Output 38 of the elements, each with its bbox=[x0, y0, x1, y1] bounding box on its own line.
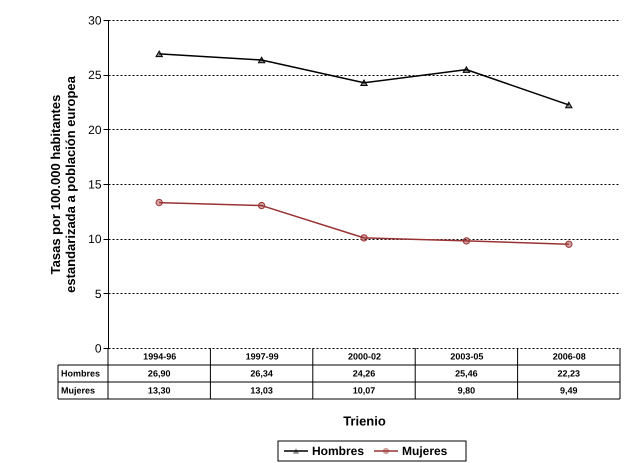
data-label: 9,49 bbox=[560, 386, 578, 396]
point bbox=[462, 66, 470, 73]
x-tick-label: 2000-02 bbox=[348, 352, 382, 362]
point bbox=[565, 240, 572, 248]
text: Hombres bbox=[61, 368, 100, 378]
y-tick-label: 0 bbox=[94, 342, 102, 356]
x-tick-label: 2003-05 bbox=[450, 352, 484, 362]
point bbox=[258, 56, 266, 64]
x-tick-label: 1994-96 bbox=[143, 352, 176, 362]
point bbox=[258, 202, 266, 210]
data-label: 26,34 bbox=[250, 368, 273, 378]
point bbox=[360, 234, 368, 242]
legend-label: Mujeres bbox=[402, 444, 448, 458]
data-label: 13,30 bbox=[148, 386, 170, 396]
text: Mujeres bbox=[61, 386, 96, 396]
legend-label: Hombres bbox=[312, 444, 364, 458]
y-tick-label: 10 bbox=[88, 232, 102, 246]
x-tick-label: 2006-08 bbox=[552, 352, 586, 362]
point bbox=[156, 50, 163, 58]
data-label: 9,80 bbox=[458, 386, 476, 396]
point bbox=[565, 102, 572, 108]
data-label: 13,03 bbox=[250, 386, 273, 396]
data-label: 22,23 bbox=[558, 368, 580, 378]
y-tick-label: 30 bbox=[88, 14, 102, 28]
data-label: 25,46 bbox=[455, 368, 478, 378]
x-axis-title: Trienio bbox=[343, 414, 386, 428]
y-tick-label: 25 bbox=[88, 68, 102, 82]
point bbox=[462, 237, 470, 245]
x-tick-label: 1997-99 bbox=[246, 352, 279, 362]
point bbox=[156, 198, 163, 206]
data-label: 24,26 bbox=[352, 368, 376, 378]
y-tick-label: 5 bbox=[94, 286, 102, 301]
y-tick-label: 15 bbox=[88, 178, 102, 192]
data-label: 10,07 bbox=[352, 386, 376, 396]
data-label: 26,90 bbox=[148, 368, 170, 378]
point bbox=[360, 80, 368, 86]
y-axis-title: Tasas por 100.000 habitantes estandarizada a población europea bbox=[48, 75, 78, 293]
y-tick-label: 20 bbox=[88, 122, 102, 137]
